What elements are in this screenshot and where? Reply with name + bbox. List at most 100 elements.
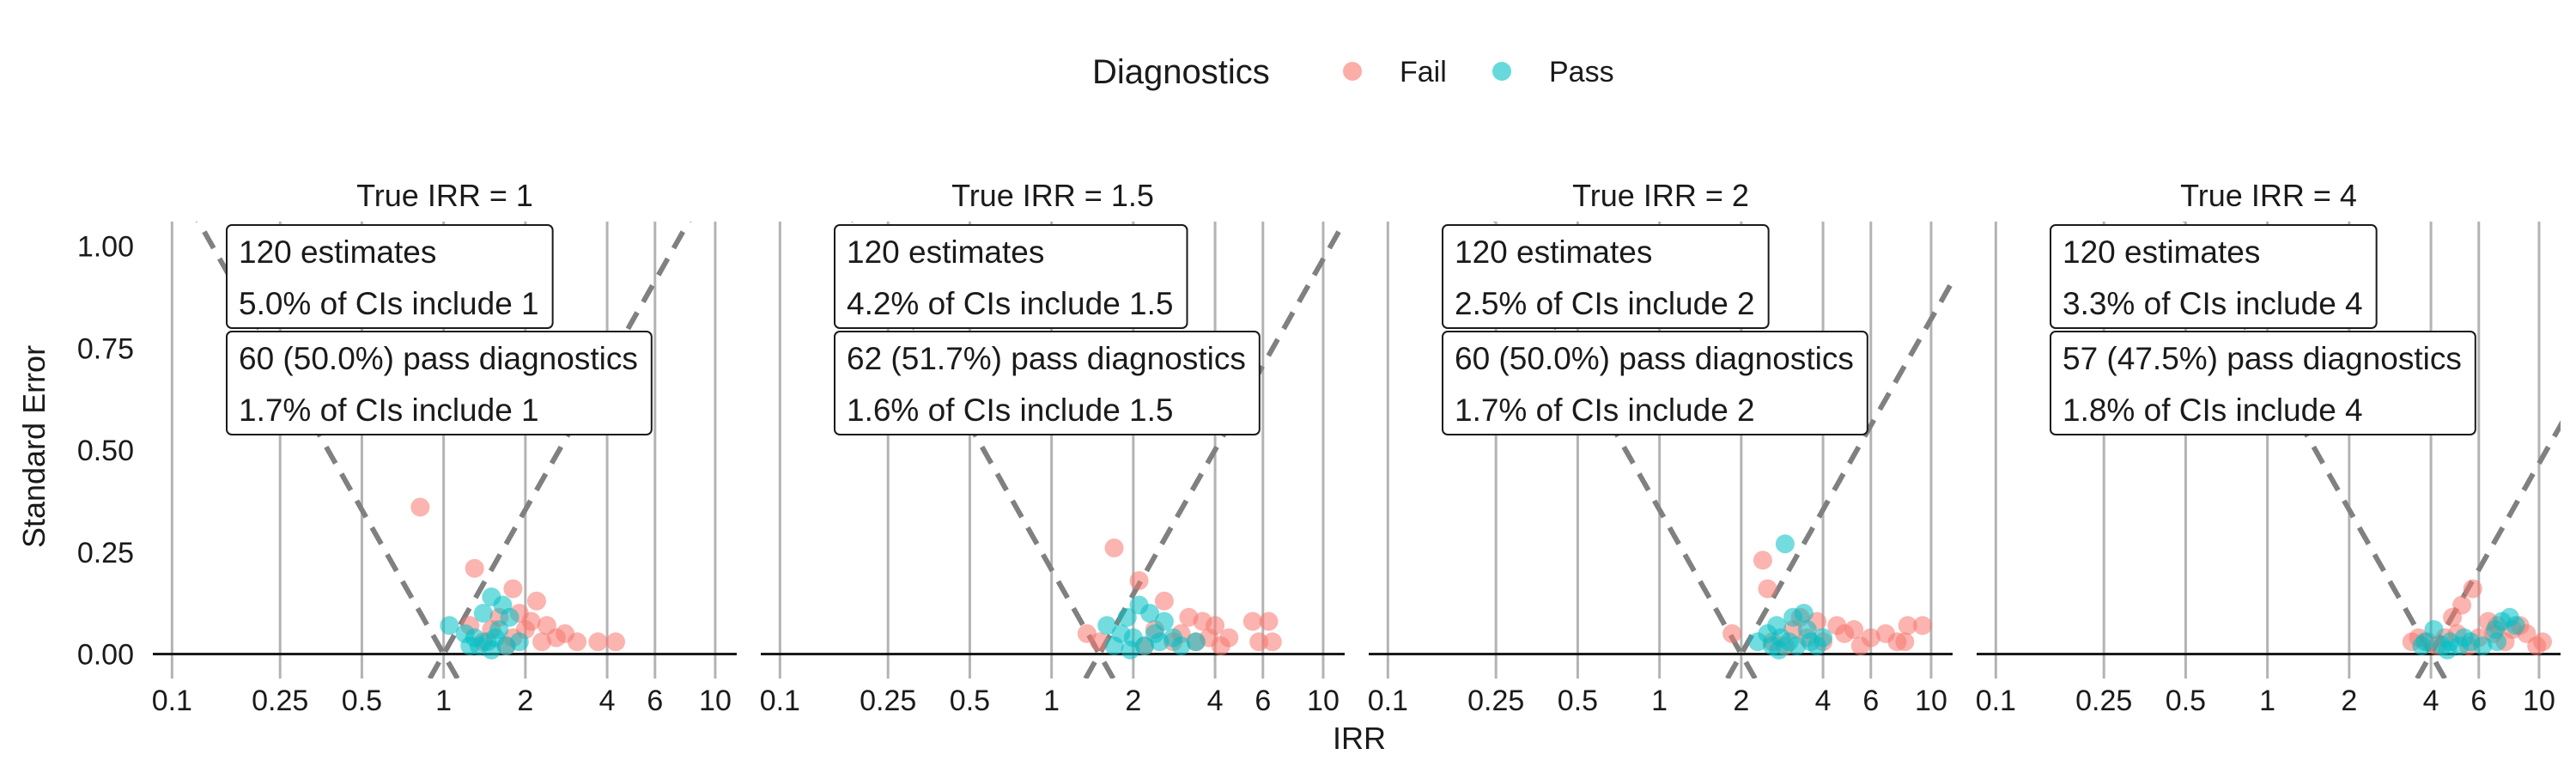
x-tick-label: 10 (2523, 685, 2555, 717)
x-tick-label: 6 (1255, 685, 1271, 717)
fail-point (1875, 624, 1895, 643)
fail-point (465, 558, 484, 578)
fail-point (1211, 636, 1230, 655)
diagnostics-box-line: 60 (50.0%) pass diagnostics (239, 341, 638, 376)
x-tick-label: 2 (2341, 685, 2357, 717)
panel-title: True IRR = 4 (2180, 178, 2357, 213)
estimates-box-line: 120 estimates (2063, 234, 2260, 270)
estimates-box-frame (1442, 224, 1770, 329)
estimates-box-line: 120 estimates (239, 234, 436, 270)
x-tick-label: 1 (2259, 685, 2275, 717)
x-tick-label: 0.5 (950, 685, 990, 717)
pass-point (2454, 628, 2474, 648)
pass-point (1145, 624, 1164, 643)
panel-title: True IRR = 1 (356, 178, 533, 213)
fail-point (410, 497, 430, 517)
pass-point (1097, 616, 1117, 636)
diagnostics-box-line: 57 (47.5%) pass diagnostics (2063, 341, 2462, 376)
panel-title: True IRR = 2 (1572, 178, 1749, 213)
estimates-box-line: 120 estimates (847, 234, 1044, 270)
fail-point (2533, 632, 2553, 652)
estimates-box-line: 2.5% of CIs include 2 (1455, 286, 1755, 321)
pass-point (1748, 632, 1768, 652)
x-tick-label: 4 (1207, 685, 1224, 717)
diagnostics-box-frame (1442, 331, 1868, 435)
pass-point (482, 640, 501, 660)
y-tick-label: 0.50 (77, 435, 134, 467)
diagnostics-box-line: 1.7% of CIs include 1 (239, 393, 539, 428)
x-tick-label: 0.1 (1368, 685, 1408, 717)
fail-point (1104, 539, 1124, 557)
pass-point (1787, 636, 1807, 655)
legend-title: Diagnostics (1092, 53, 1270, 91)
facet-panel: True IRR = 2 0.1 0.25 0.5 1 2 4 6 10 120 estimate… (1368, 178, 1953, 717)
fail-point (568, 632, 587, 652)
fail-point (2443, 607, 2463, 627)
y-tick-label: 0.75 (77, 332, 134, 365)
fail-point (1722, 624, 1742, 643)
pass-point (1104, 636, 1124, 655)
x-tick-label: 0.1 (1976, 685, 2016, 717)
estimates-box: 120 estimates 2.5% of CIs include 2 (1442, 224, 1770, 329)
x-tick-label: 0.25 (860, 685, 916, 717)
pass-point (1186, 632, 1206, 652)
y-tick-label: 1.00 (77, 231, 134, 264)
estimates-box-line: 3.3% of CIs include 4 (2063, 286, 2363, 321)
fail-point (1753, 551, 1772, 570)
fail-point (1090, 632, 1109, 652)
estimates-box: 120 estimates 4.2% of CIs include 1.5 (834, 224, 1188, 329)
pass-point (1769, 640, 1789, 660)
facet-panel: True IRR = 1.5 0.1 0.25 0.5 1 2 4 6 10 120 estima… (760, 178, 1345, 717)
x-tick-label: 4 (2423, 685, 2439, 717)
fail-point (546, 628, 566, 648)
diagnostics-box-frame (226, 331, 653, 435)
pass-point (1807, 636, 1827, 655)
x-tick-label: 0.1 (760, 685, 800, 717)
fail-point (588, 632, 608, 652)
diagnostics-box-line: 60 (50.0%) pass diagnostics (1455, 341, 1854, 376)
funnel-line (1725, 276, 1953, 679)
pass-point (1783, 607, 1803, 627)
fail-point (1758, 579, 1777, 599)
pass-point (500, 607, 519, 627)
diagnostics-box-frame (834, 331, 1261, 435)
diagnostics-box-line: 1.8% of CIs include 4 (2063, 393, 2363, 428)
diagnostics-box-line: 62 (51.7%) pass diagnostics (847, 341, 1246, 376)
pass-point (509, 632, 529, 652)
x-tick-label: 6 (1862, 685, 1879, 717)
fail-point (1259, 612, 1279, 631)
pass-point (2487, 632, 2506, 652)
x-tick-label: 6 (647, 685, 663, 717)
fail-point (1912, 616, 1932, 636)
fail-point (526, 591, 546, 611)
pass-point (1797, 620, 1817, 639)
x-tick-label: 0.25 (1467, 685, 1524, 717)
plot-area (2183, 222, 2561, 679)
pass-point (2438, 640, 2458, 660)
fail-point (1835, 624, 1855, 643)
y-axis: 0.00 0.25 0.50 0.75 1.00 (77, 231, 134, 672)
fail-point (606, 632, 626, 652)
pass-point (440, 616, 459, 636)
x-tick-label: 10 (699, 685, 732, 717)
facet-panel: True IRR = 1 0.1 0.25 0.5 1 2 4 6 10 120 estimate… (152, 178, 737, 717)
diagnostics-box: 60 (50.0%) pass diagnostics 1.7% of CIs i… (226, 331, 653, 435)
y-tick-label: 0.00 (77, 639, 134, 672)
estimates-box: 120 estimates 3.3% of CIs include 4 (2050, 224, 2378, 329)
estimates-box-line: 5.0% of CIs include 1 (239, 286, 539, 321)
x-axis-title: IRR (1333, 721, 1386, 756)
panel-title: True IRR = 1.5 (951, 178, 1154, 213)
x-tick-label: 1 (1043, 685, 1060, 717)
x-tick-label: 4 (599, 685, 616, 717)
diagnostics-box-line: 1.6% of CIs include 1.5 (847, 393, 1174, 428)
x-tick-label: 10 (1307, 685, 1340, 717)
pass-point (2473, 636, 2493, 655)
pass-point (2412, 636, 2432, 655)
pass-point (1140, 604, 1160, 623)
pass-point (2506, 616, 2525, 636)
x-tick-label: 2 (1125, 685, 1141, 717)
x-tick-label: 4 (1815, 685, 1832, 717)
fail-point (1129, 571, 1149, 590)
pass-point (1117, 607, 1137, 627)
